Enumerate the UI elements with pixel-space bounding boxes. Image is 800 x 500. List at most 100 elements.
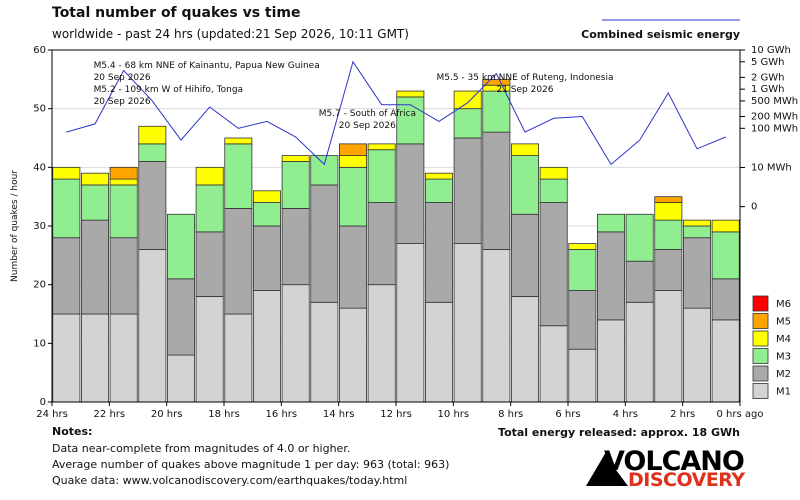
bar-segment-m3 (167, 213, 195, 280)
bar-segment-m2 (568, 290, 597, 350)
x-tick-label: 16 hrs (266, 409, 298, 420)
x-tick-label: 18 hrs (208, 409, 240, 420)
legend-swatch-m6 (752, 295, 769, 312)
bar-segment-m3 (138, 143, 167, 162)
bar-segment-m1 (625, 301, 654, 403)
bars (52, 78, 740, 403)
bar-segment-m1 (253, 290, 281, 403)
energy-tick-label: 5 GWh (751, 57, 785, 68)
bar-segment-m2 (138, 161, 167, 250)
bar-segment-m4 (396, 90, 425, 98)
y-tick-label: 50 (33, 104, 46, 115)
bar-segment-m2 (81, 219, 109, 315)
bar-segment-m4 (253, 190, 281, 203)
legend-label: M6 (776, 299, 791, 310)
annotation-text: 20 Sep 2026 (94, 73, 151, 83)
bar-segment-m3 (597, 213, 625, 233)
bar-segment-m4 (52, 166, 81, 180)
bar-segment-m3 (453, 108, 482, 139)
y-axis: 0 10 20 30 40 50 60 (33, 45, 52, 408)
bar-segment-m3 (339, 166, 367, 227)
energy-tick-label: 500 MWh (751, 96, 798, 107)
bar-segment-m1 (195, 295, 224, 403)
bar-segment-m2 (511, 213, 539, 297)
x-axis: 24 hrs 22 hrs 20 hrs 18 hrs 16 hrs 14 hrs 12 h… (36, 402, 763, 420)
bar-segment-m3 (195, 184, 224, 233)
bar-segment-m2 (654, 249, 683, 291)
energy-series (66, 60, 726, 166)
y-tick-label: 10 (33, 338, 46, 349)
bar-segment-m2 (52, 237, 81, 315)
total-energy: Total energy released: approx. 18 GWh (498, 426, 740, 439)
bar-segment-m3 (224, 143, 253, 209)
y-tick-label: 20 (33, 280, 46, 291)
bar-segment-m3 (539, 178, 568, 203)
logo-text-volcano: VOLCANO (604, 446, 744, 477)
y-tick-label: 30 (33, 221, 46, 232)
bar-segment-m3 (425, 178, 453, 203)
logo-text-discovery: DISCOVERY (628, 469, 745, 491)
bar-segment-m1 (138, 249, 167, 403)
y-tick-label: 40 (33, 162, 46, 173)
bar-segment-m3 (711, 231, 740, 280)
bar-segment-m4 (568, 243, 597, 250)
bar-segment-m2 (367, 202, 396, 286)
legend-label: M5 (776, 317, 791, 328)
bar-segment-m2 (310, 184, 339, 303)
annotation-text: M5.4 - 68 km NNE of Kainantu, Papua New … (94, 61, 320, 71)
bar-segment-m2 (281, 207, 310, 286)
bar-segment-m2 (109, 237, 138, 315)
annotation-text: M5.2 - 109 km W of Hihifo, Tonga (94, 85, 244, 95)
energy-tick-label: 2 GWh (751, 72, 785, 83)
x-tick-label: 0 hrs ago (717, 409, 764, 420)
bar-segment-m1 (396, 243, 425, 403)
energy-tick-label: 200 MWh (751, 112, 798, 123)
bar-segment-m1 (654, 290, 683, 403)
bar-segment-m4 (367, 143, 396, 151)
bar-segment-m4 (281, 155, 310, 162)
annotation-text: M5.7 - South of Africa (319, 109, 416, 119)
bar-segment-m1 (597, 319, 625, 403)
bar-segment-m1 (109, 313, 138, 403)
energy-tick-label: 1 GWh (751, 84, 785, 95)
bar-segment-m4 (81, 172, 109, 186)
bar-segment-m3 (109, 184, 138, 239)
bar-segment-m3 (281, 161, 310, 209)
bar-segment-m3 (654, 219, 683, 250)
legend-label: M2 (776, 369, 791, 380)
bar-segment-m3 (625, 213, 654, 262)
annotation-text: 20 Sep 2026 (339, 121, 396, 131)
bar-segment-m4 (109, 178, 138, 186)
legend-swatch-m5 (752, 313, 769, 329)
bar-segment-m4 (711, 219, 740, 233)
legend-label: M1 (776, 387, 791, 398)
x-tick-label: 4 hrs (613, 409, 638, 420)
bar-segment-m2 (339, 225, 367, 309)
bar-segment-m5 (654, 196, 683, 203)
bar-segment-m1 (425, 301, 453, 403)
energy-tick-label: 10 MWh (751, 162, 792, 173)
bar-segment-m4 (138, 125, 167, 145)
x-tick-label: 20 hrs (151, 409, 183, 420)
annotations: M5.4 - 68 km NNE of Kainantu, Papua New … (94, 61, 614, 131)
bar-segment-m2 (396, 143, 425, 244)
x-tick-label: 2 hrs (670, 409, 695, 420)
bar-segment-m1 (711, 319, 740, 403)
bar-segment-m2 (224, 207, 253, 315)
bar-segment-m4 (195, 166, 224, 186)
bar-segment-m4 (425, 172, 453, 180)
bar-segment-m1 (367, 284, 396, 403)
bar-segment-m1 (167, 354, 195, 403)
y-axis-label: Number of quakes / hour (10, 170, 20, 282)
bar-segment-m3 (253, 202, 281, 227)
bar-segment-m3 (511, 155, 539, 215)
y-tick-label: 0 (40, 397, 46, 408)
bar-segment-m2 (195, 231, 224, 297)
annotation-text: 20 Sep 2026 (94, 97, 151, 107)
bar-segment-m2 (167, 278, 195, 356)
magnitude-legend: M6 M5 M4 M3 M2 M1 (752, 295, 791, 399)
bar-segment-m2 (482, 131, 511, 250)
y-tick-label: 60 (33, 45, 46, 56)
bar-segment-m5 (109, 166, 138, 180)
